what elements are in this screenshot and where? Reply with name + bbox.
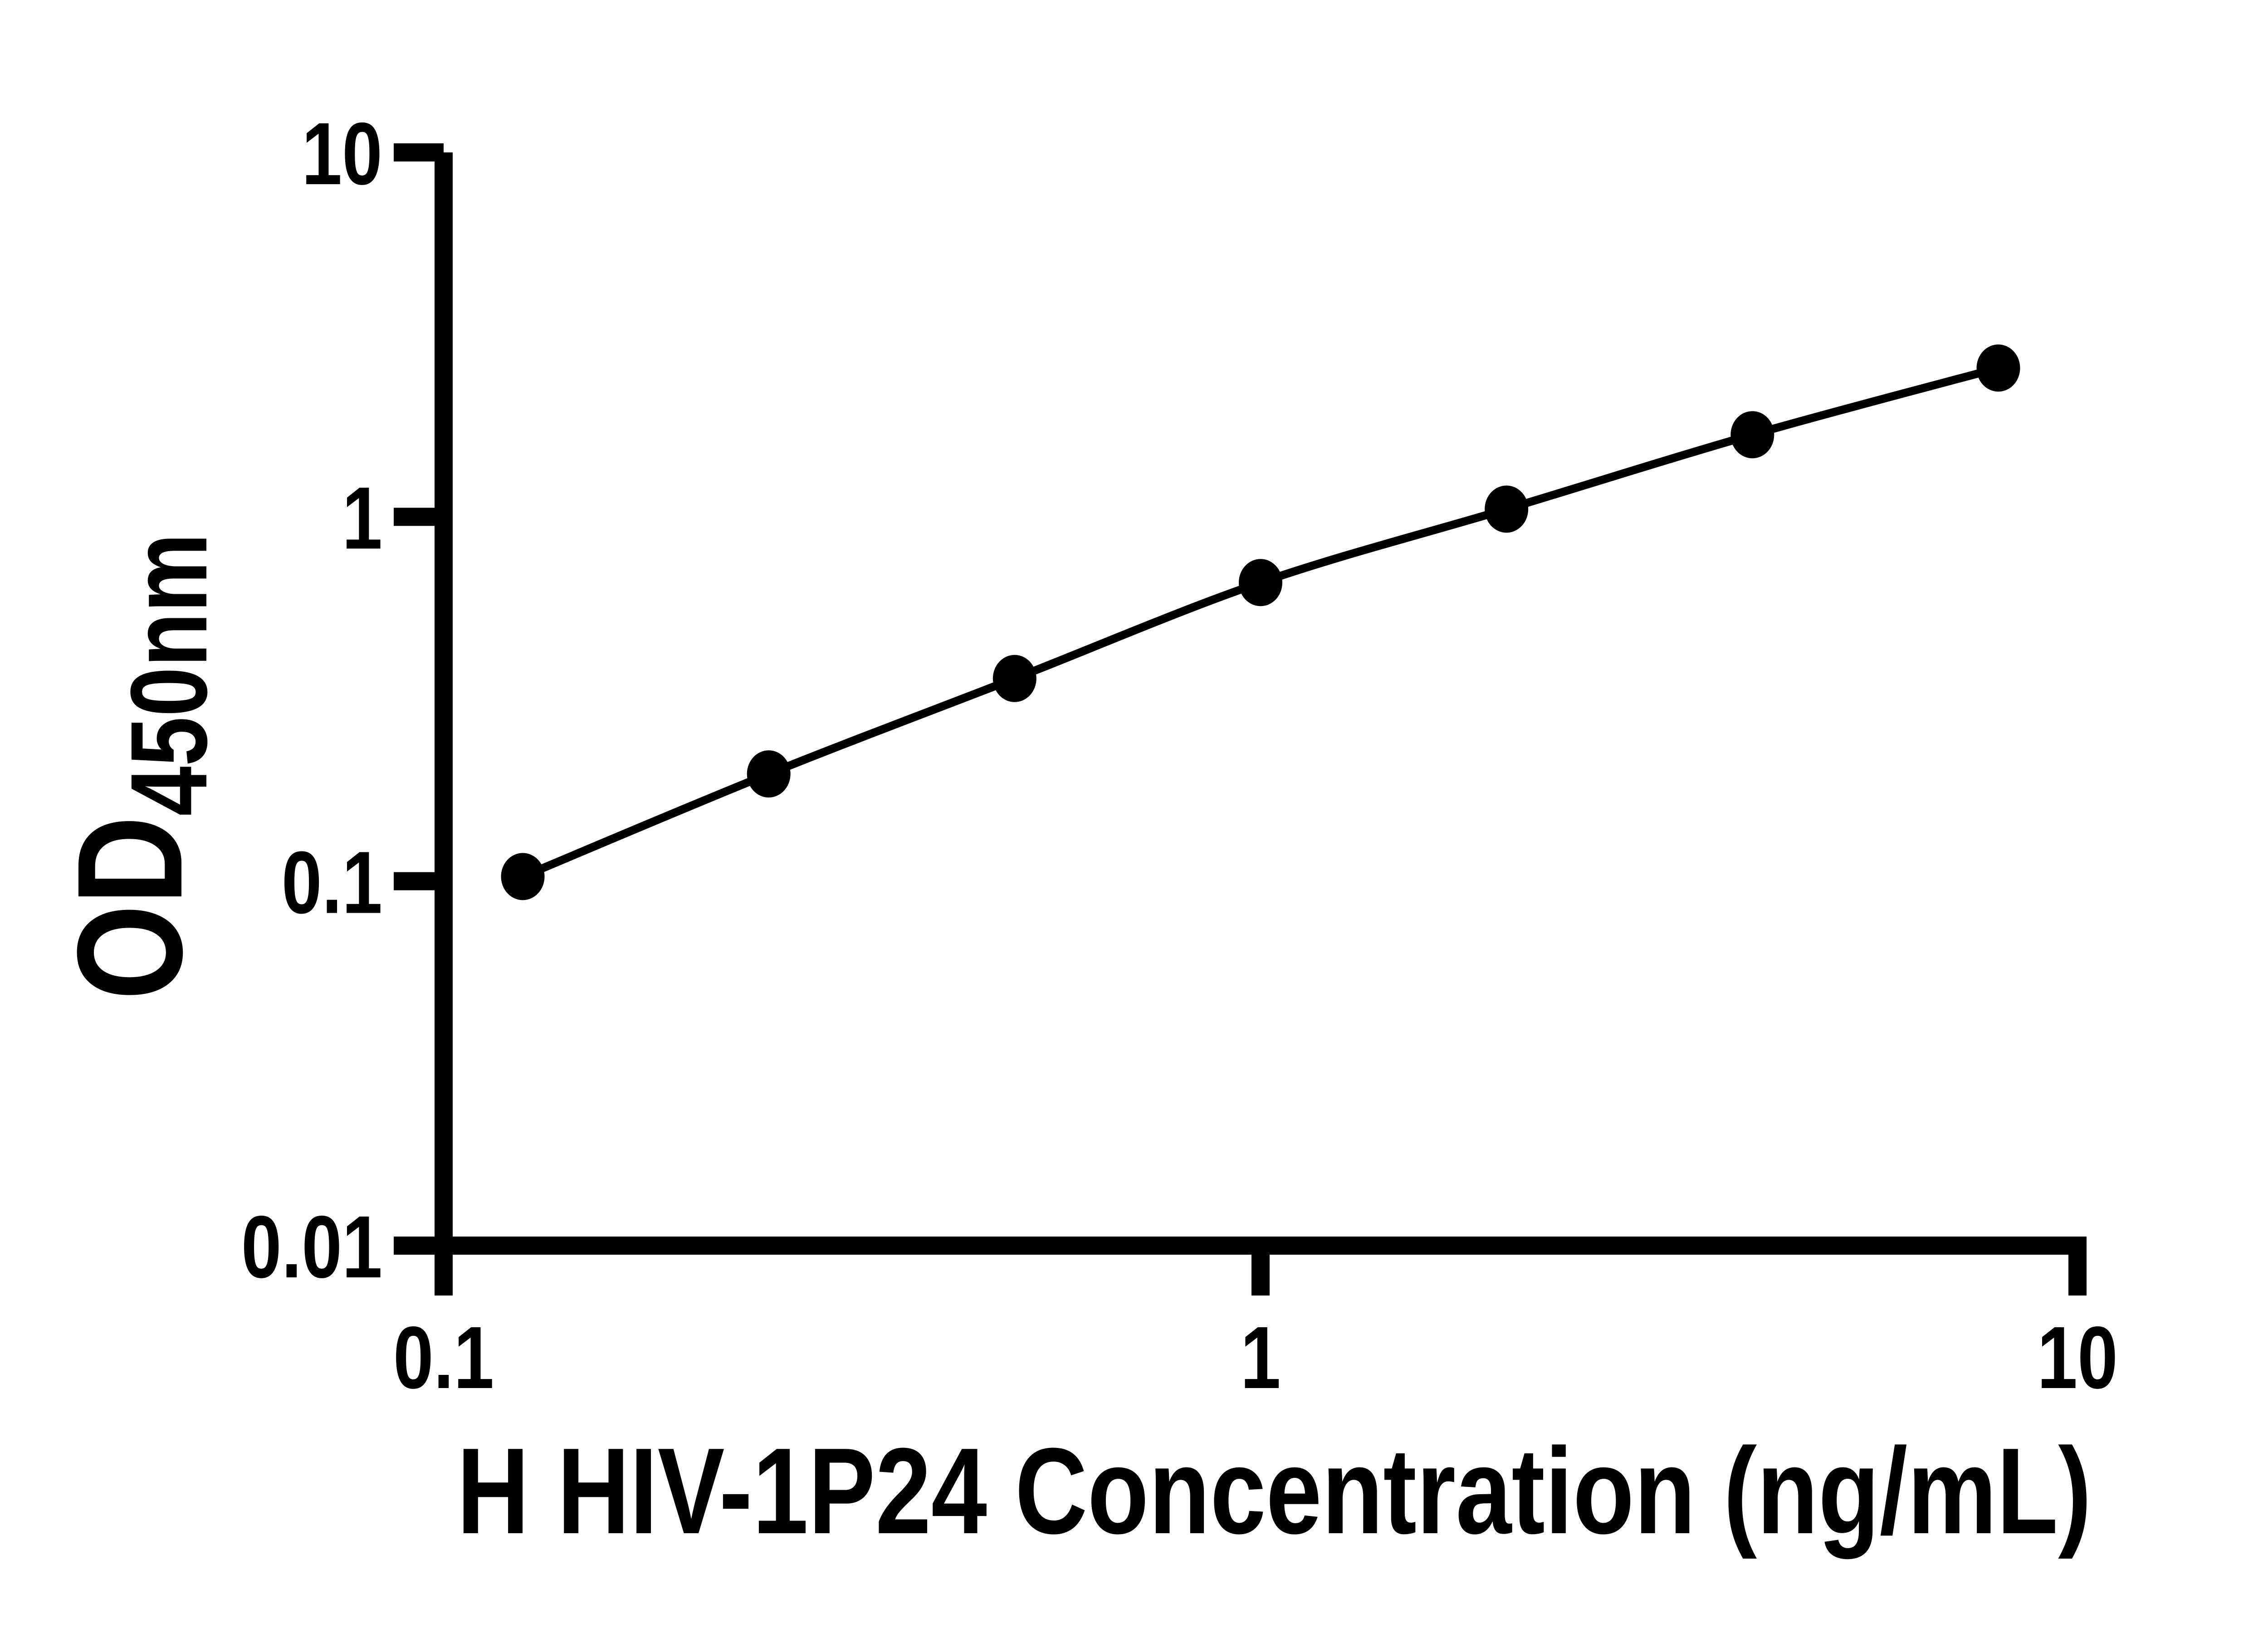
x-axis-title: H HIV-1P24 Concentration (ng/mL) <box>457 1423 2092 1560</box>
y-tick-label-1: 1 <box>342 469 382 567</box>
x-tick-label-0.1-text: 0.1 <box>393 1308 494 1407</box>
y-tick-label-0.01-text: 0.01 <box>241 1198 382 1296</box>
x-tick-label-1: 1 <box>1241 1308 1281 1407</box>
y-axis-title-main: OD <box>46 816 213 1000</box>
y-tick-label-0.1-text: 0.1 <box>282 833 382 932</box>
y-tick-label-10: 10 <box>302 104 382 203</box>
data-point-marker-3 <box>1239 559 1282 606</box>
y-tick-label-10-text: 10 <box>302 104 382 203</box>
data-point-marker-0 <box>501 853 545 900</box>
y-axis-title-subscript: 450nm <box>108 533 230 816</box>
data-point-marker-1 <box>747 750 791 798</box>
x-tick-label-1-text: 1 <box>1241 1308 1281 1407</box>
y-axis-title: OD450nm <box>46 533 230 1000</box>
y-tick-label-0.01: 0.01 <box>241 1198 382 1296</box>
x-tick-label-10: 10 <box>2037 1308 2118 1407</box>
x-axis-title-text: H HIV-1P24 Concentration (ng/mL) <box>457 1423 2092 1560</box>
y-axis-title-text: OD450nm <box>46 533 230 1000</box>
data-point-marker-4 <box>1485 485 1529 533</box>
x-tick-label-0.1: 0.1 <box>393 1308 494 1407</box>
y-tick-label-0.1: 0.1 <box>282 833 382 932</box>
data-point-marker-5 <box>1730 411 1774 459</box>
data-point-marker-6 <box>1976 344 2020 392</box>
y-tick-label-1-text: 1 <box>342 469 382 567</box>
data-point-marker-2 <box>992 655 1036 702</box>
x-tick-label-10-text: 10 <box>2037 1308 2118 1407</box>
